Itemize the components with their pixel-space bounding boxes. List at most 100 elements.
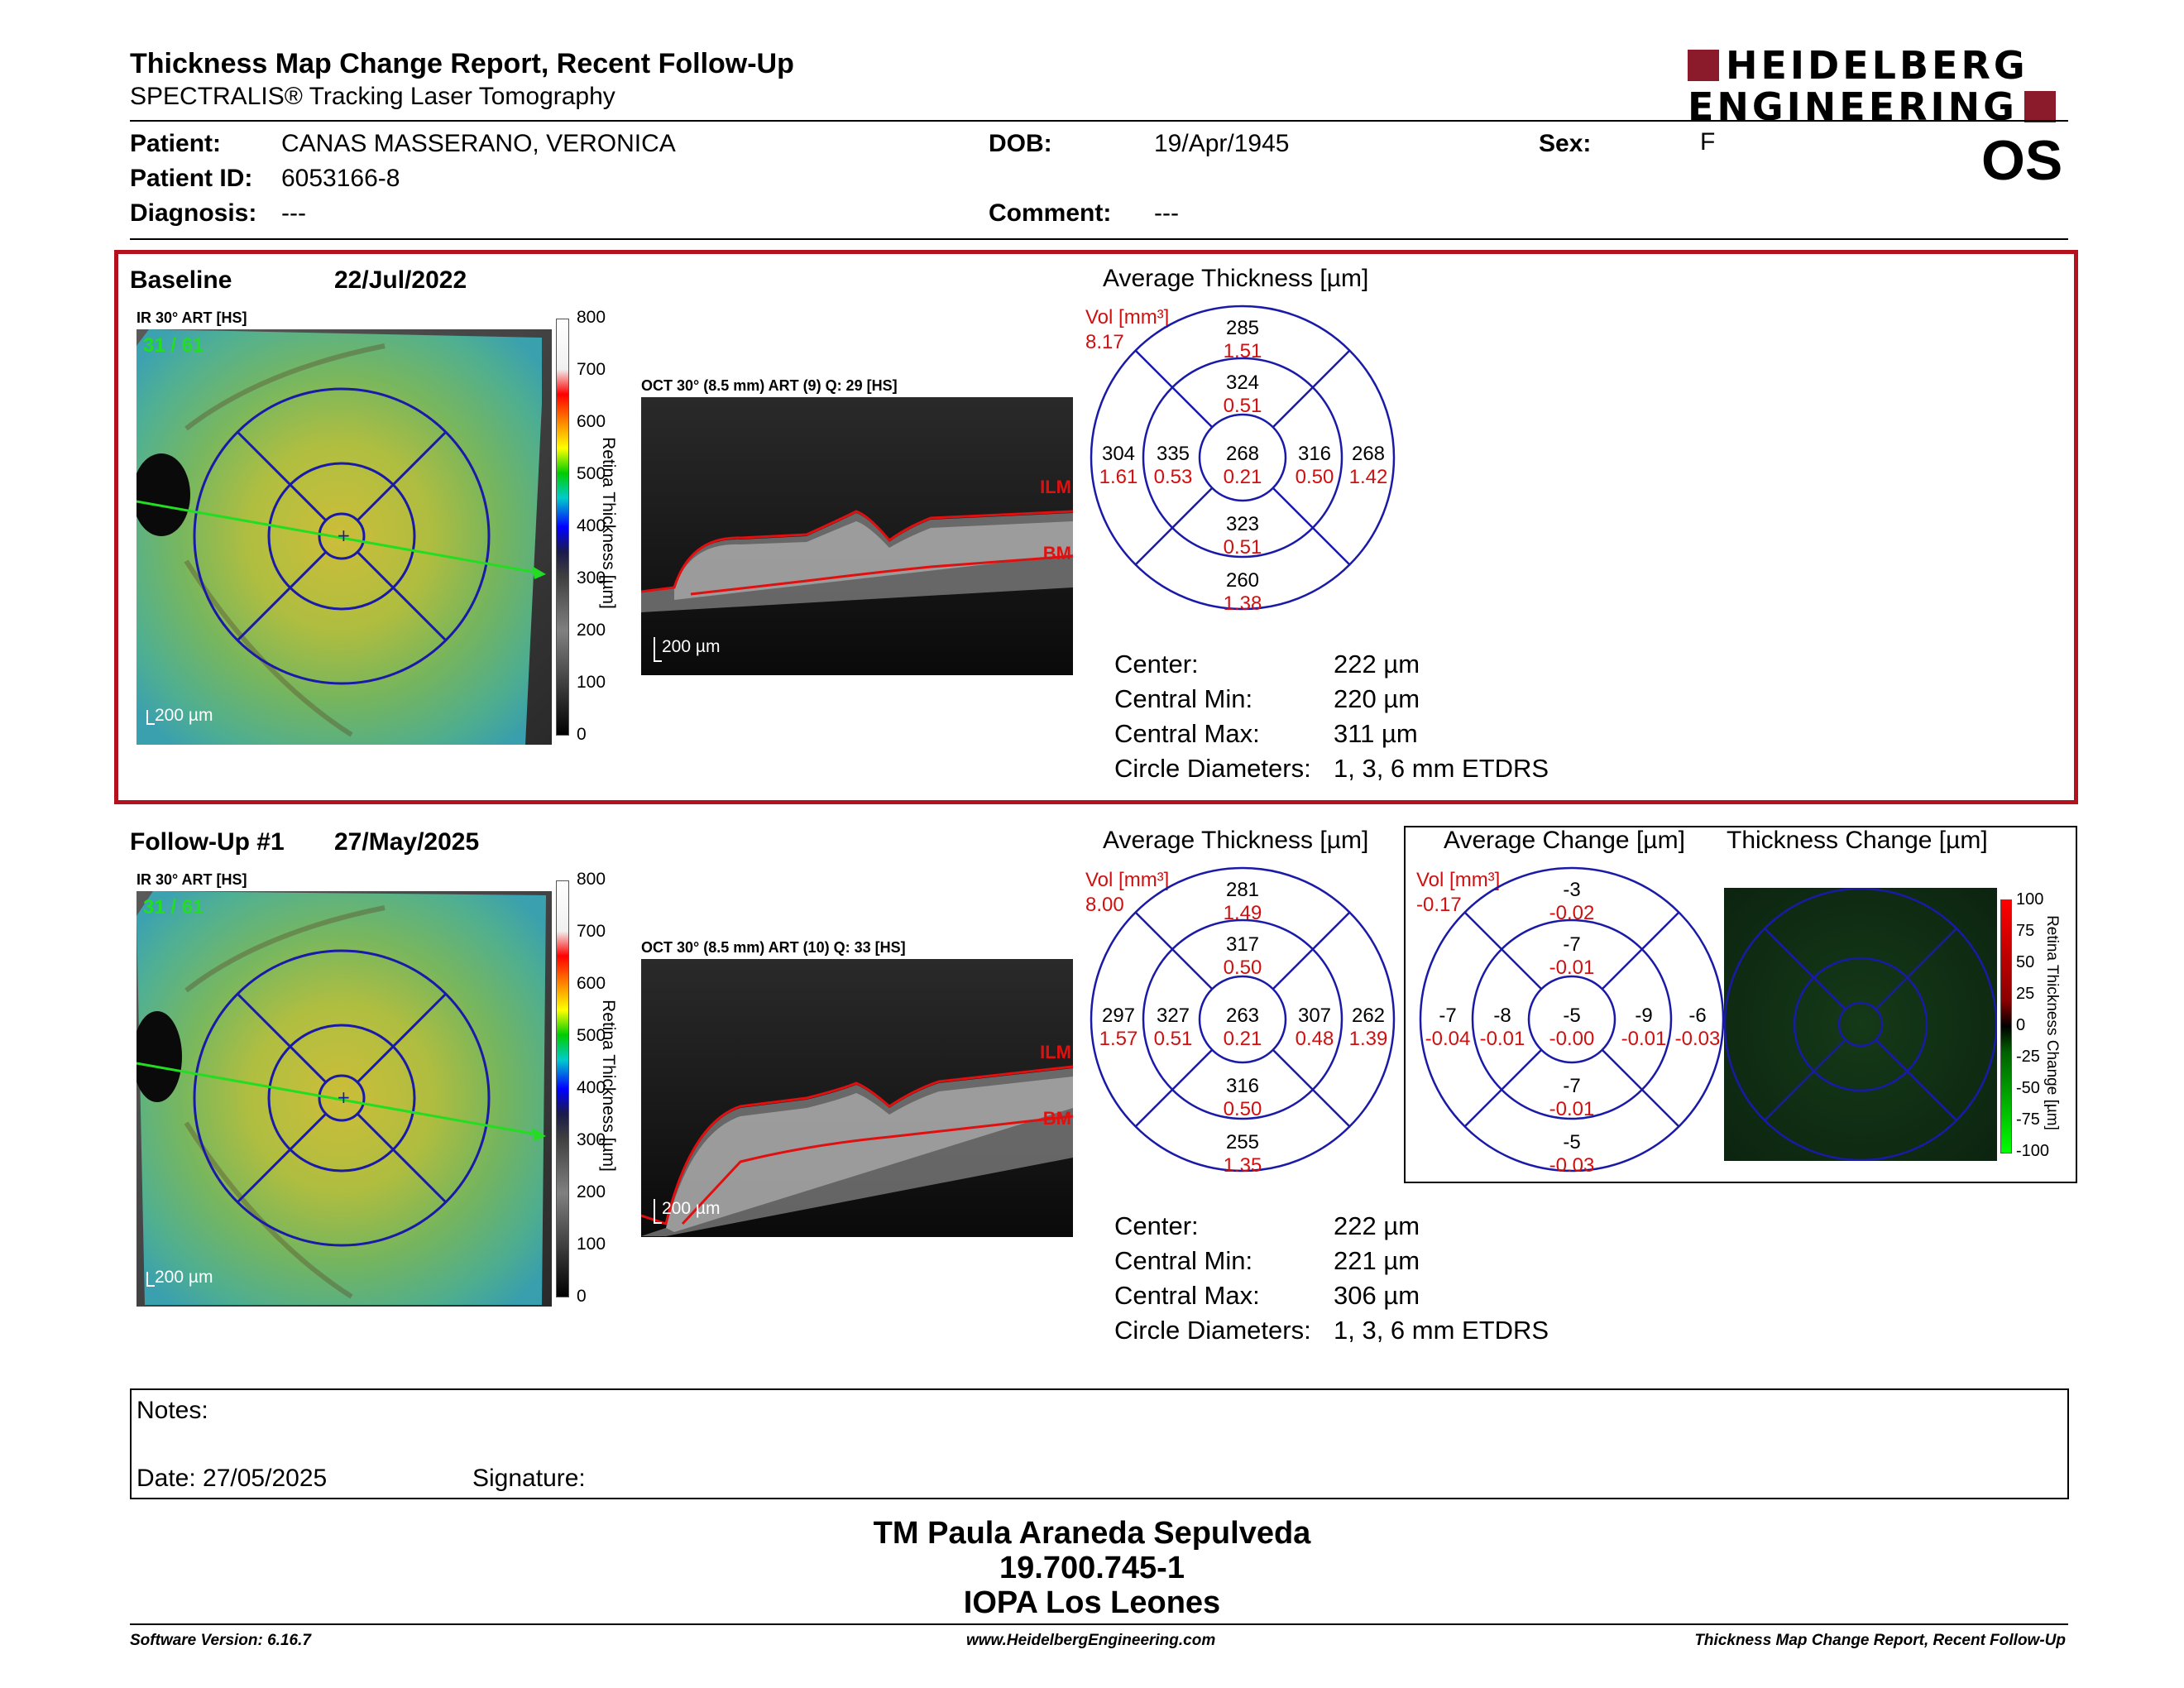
b-inner-top: 324 0.51 [1223, 372, 1262, 417]
comment-value: --- [1154, 199, 1179, 227]
diagnosis-label: Diagnosis: [130, 199, 257, 227]
baseline-section [114, 250, 2078, 804]
tick: -100 [2016, 1142, 2050, 1160]
logo-text-1: HEIDELBERG [1726, 43, 2028, 88]
tick: 700 [577, 360, 606, 379]
diagnosis-value: --- [281, 199, 306, 227]
change-title: Average Change [µm] [1444, 827, 1685, 854]
tick: 600 [577, 974, 606, 993]
followup-bm-label: BM [1042, 1108, 1071, 1129]
report-subtitle: SPECTRALIS® Tracking Laser Tomography [130, 83, 615, 110]
followup-date: 27/May/2025 [334, 828, 480, 856]
software-version: Software Version: 6.16.7 [130, 1632, 311, 1649]
b-inner-right: 316 0.50 [1295, 443, 1334, 488]
b-inner-bottom: 323 0.51 [1223, 513, 1262, 559]
followup-colorbar [556, 880, 569, 1297]
followup-fundus-scale: 200 µm [155, 1268, 213, 1287]
baseline-vol-label: Vol [mm³] [1085, 306, 1170, 328]
b-outer-right: 268 1.42 [1348, 443, 1388, 488]
tick: 75 [2016, 922, 2035, 940]
baseline-fundus-image: + 31 / 61 200 µm [136, 329, 552, 745]
notes-date: Date: 27/05/2025 [136, 1465, 328, 1492]
c-outer-left: -7 -0.04 [1425, 1005, 1471, 1050]
sex-value: F [1700, 128, 1716, 156]
tick: 400 [577, 1078, 606, 1097]
c-outer-right: -6 -0.03 [1674, 1005, 1721, 1050]
tick: 200 [577, 1182, 606, 1201]
change-box [1404, 826, 2077, 1183]
f-center: 263 0.21 [1223, 1005, 1262, 1050]
c-inner-right: -9 -0.01 [1621, 1005, 1667, 1050]
change-colorbar [2000, 899, 2012, 1153]
tick: 0 [577, 1287, 587, 1306]
followup-vol-label: Vol [mm³] [1085, 869, 1170, 891]
tick: 700 [577, 922, 606, 941]
baseline-colorbar [556, 319, 569, 736]
baseline-ir-caption: IR 30° ART [HS] [136, 309, 247, 326]
tick: -75 [2016, 1110, 2040, 1129]
tick: 800 [577, 308, 606, 327]
patient-label: Patient: [130, 130, 222, 157]
tick: -50 [2016, 1079, 2040, 1097]
change-vol-label: Vol [mm³] [1416, 869, 1501, 891]
tick: 100 [577, 673, 606, 692]
followup-label: Follow-Up #1 [130, 828, 285, 856]
c-outer-top: -3 -0.02 [1549, 879, 1595, 924]
notes-label: Notes: [136, 1397, 208, 1424]
tick: 100 [2016, 890, 2044, 909]
followup-avg-title: Average Thickness [µm] [1103, 827, 1369, 854]
operator-name: TM Paula Araneda Sepulveda [873, 1516, 1311, 1551]
followup-oct-caption: OCT 30° (8.5 mm) ART (10) Q: 33 [HS] [641, 939, 906, 956]
tick: 300 [577, 568, 606, 587]
baseline-bm-label: BM [1042, 543, 1071, 563]
logo-text-2: ENGINEERING [1688, 84, 2018, 129]
f-outer-bottom: 255 1.35 [1223, 1131, 1262, 1177]
patient-id: 6053166-8 [281, 165, 400, 192]
tick: 50 [2016, 953, 2035, 971]
thickness-change-map [1724, 888, 1997, 1161]
c-center: -5 -0.00 [1549, 1005, 1595, 1050]
b-center: 268 0.21 [1223, 443, 1262, 488]
followup-ilm-label: ILM [1040, 1042, 1071, 1062]
tick: 100 [577, 1235, 606, 1254]
followup-oct-scale: 200 µm [662, 1199, 721, 1218]
heidelberg-logo: HEIDELBERG ENGINEERING [1688, 46, 2068, 126]
eye-indicator: OS [1981, 129, 2063, 192]
dob-value: 19/Apr/1945 [1154, 130, 1290, 157]
followup-oct-image: ILM BM 200 µm [641, 959, 1073, 1237]
b-inner-left: 335 0.53 [1153, 443, 1193, 488]
baseline-stats: Center: 222 µm Central Min: 220 µm Central… [1114, 650, 1549, 783]
tick: 0 [2016, 1016, 2026, 1034]
signature-label: Signature: [472, 1465, 586, 1492]
tick: 800 [577, 870, 606, 889]
followup-colorbar-label: Retina Thickness [µm] [599, 1000, 618, 1172]
baseline-avg-title: Average Thickness [µm] [1103, 265, 1369, 292]
baseline-oct-image: ILM BM 200 µm [641, 397, 1073, 675]
baseline-colorbar-label: Retina Thickness [µm] [599, 437, 618, 609]
f-inner-top: 317 0.50 [1223, 933, 1262, 979]
footer-report-name: Thickness Map Change Report, Recent Foll… [1694, 1632, 2066, 1649]
followup-fundus-image: + 31 / 61 200 µm [136, 891, 552, 1307]
b-outer-bottom: 260 1.38 [1223, 569, 1262, 615]
patient-id-label: Patient ID: [130, 165, 253, 192]
tick: 300 [577, 1130, 606, 1149]
b-outer-top: 285 1.51 [1223, 317, 1262, 362]
f-inner-left: 327 0.51 [1153, 1005, 1193, 1050]
baseline-oct-caption: OCT 30° (8.5 mm) ART (9) Q: 29 [HS] [641, 377, 898, 394]
followup-ir-frames: 31 / 61 [143, 896, 204, 918]
baseline-fundus-scale: 200 µm [155, 706, 213, 725]
website-link[interactable]: www.HeidelbergEngineering.com [966, 1632, 1216, 1649]
tick: 200 [577, 621, 606, 640]
patient-name: CANAS MASSERANO, VERONICA [281, 130, 676, 157]
baseline-ir-frames: 31 / 61 [143, 334, 204, 357]
tick: 500 [577, 464, 606, 483]
f-outer-top: 281 1.49 [1223, 879, 1262, 924]
c-inner-bottom: -7 -0.01 [1549, 1075, 1595, 1120]
tick: 25 [2016, 985, 2035, 1003]
change-colorbar-label: Retina Thickness Change [µm] [2043, 915, 2061, 1130]
b-outer-left: 304 1.61 [1099, 443, 1138, 488]
operator-id: 19.700.745-1 [999, 1551, 1185, 1585]
tick: 600 [577, 412, 606, 431]
report-title: Thickness Map Change Report, Recent Foll… [130, 48, 794, 79]
comment-label: Comment: [989, 199, 1112, 227]
